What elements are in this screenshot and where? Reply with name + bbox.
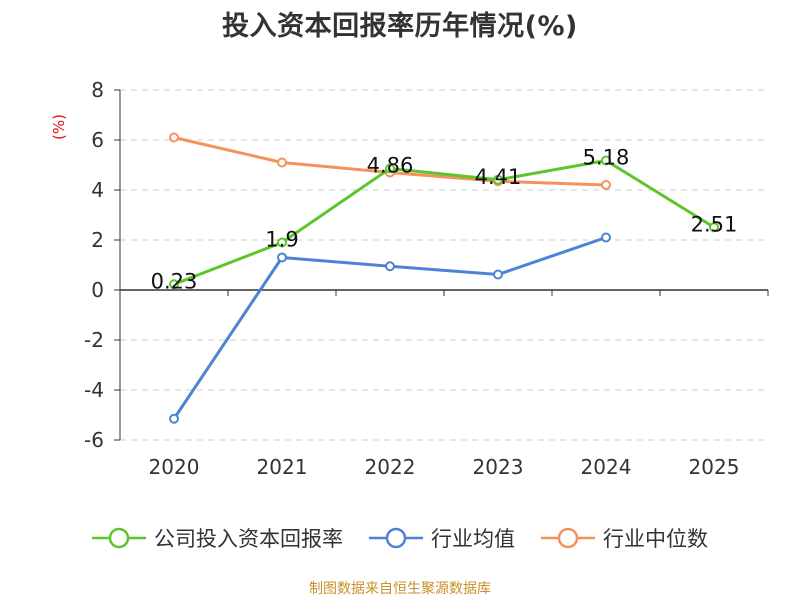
y-tick-label: -6 — [84, 428, 104, 452]
x-tick-label: 2024 — [581, 455, 632, 479]
data-point — [601, 180, 611, 190]
legend-swatch-industry-mean — [369, 527, 423, 549]
legend-label-industry-median: 行业中位数 — [603, 527, 708, 551]
source-note: 制图数据来自恒生聚源数据库 — [309, 581, 491, 597]
data-label: 0.23 — [151, 269, 198, 293]
y-tick-label: -4 — [84, 378, 104, 402]
legend-label-company: 公司投入资本回报率 — [154, 527, 343, 551]
data-point — [277, 157, 287, 168]
data-point — [169, 279, 179, 290]
chart-title: 投入资本回报率历年情况(%) — [222, 11, 578, 42]
legend: 公司投入资本回报率 行业均值 行业中位数 — [0, 518, 800, 558]
series-lines — [169, 132, 719, 424]
data-point — [169, 413, 179, 424]
x-tick-label: 2025 — [689, 455, 740, 479]
data-point — [385, 163, 395, 174]
y-tick-label: -2 — [84, 328, 104, 352]
data-point — [277, 237, 287, 248]
data-point — [277, 252, 287, 263]
legend-item-company[interactable]: 公司投入资本回报率 — [92, 523, 343, 553]
y-tick-label: 4 — [91, 178, 104, 202]
data-point — [169, 132, 179, 143]
data-point — [493, 174, 503, 185]
data-label: 2.51 — [691, 212, 738, 236]
data-point — [601, 232, 611, 243]
legend-item-industry-median[interactable]: 行业中位数 — [541, 523, 708, 553]
legend-swatch-company — [92, 527, 146, 549]
data-point — [385, 261, 395, 272]
y-tick-label: 2 — [91, 228, 104, 252]
y-tick-label: 0 — [91, 278, 104, 302]
data-label: 4.41 — [475, 165, 522, 189]
data-label: 1.9 — [265, 228, 298, 252]
legend-item-industry-mean[interactable]: 行业均值 — [369, 523, 515, 553]
x-tick-label: 2020 — [149, 455, 200, 479]
y-tick-label: 6 — [91, 128, 104, 152]
data-point — [709, 222, 719, 233]
data-point — [493, 269, 503, 280]
legend-swatch-industry-median — [541, 527, 595, 549]
data-labels: 0.23 1.9 4.86 4.41 5.18 2.51 — [151, 146, 738, 294]
x-tick-label: 2021 — [257, 455, 308, 479]
axes: -6 -4 -2 0 2 4 6 8 2020 2021 2022 2023 2024 2025 — [84, 78, 769, 479]
series-line — [173, 159, 715, 286]
x-tick-label: 2023 — [473, 455, 524, 479]
x-tick-label: 2022 — [365, 455, 416, 479]
legend-label-industry-mean: 行业均值 — [431, 527, 515, 551]
y-tick-label: 8 — [91, 78, 104, 102]
gridlines — [120, 89, 768, 441]
data-label: 4.86 — [367, 154, 414, 178]
data-point — [601, 155, 611, 166]
data-label: 5.18 — [583, 146, 630, 170]
